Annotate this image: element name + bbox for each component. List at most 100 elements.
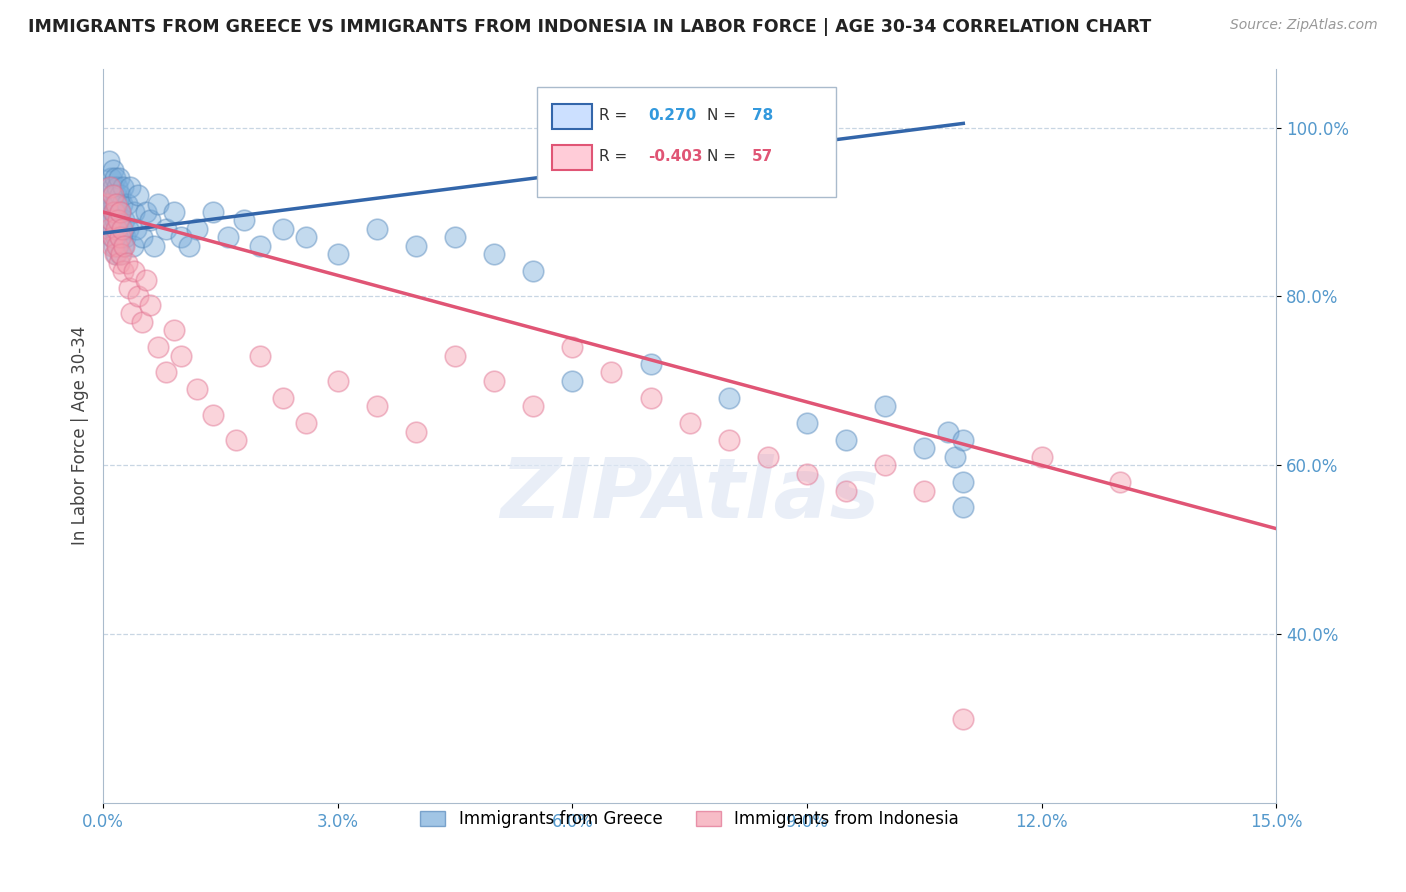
Point xyxy=(105,196,128,211)
Point xyxy=(135,272,157,286)
Point xyxy=(105,222,128,236)
Point xyxy=(678,416,700,430)
Point xyxy=(103,239,125,253)
Point xyxy=(875,399,897,413)
Point xyxy=(104,213,127,227)
Point xyxy=(232,213,254,227)
Point xyxy=(97,222,120,236)
Point xyxy=(945,450,967,464)
Point xyxy=(952,500,974,515)
Point xyxy=(107,239,129,253)
Point xyxy=(115,196,138,211)
Point xyxy=(110,205,132,219)
Point xyxy=(952,712,974,726)
Point xyxy=(100,239,122,253)
Point xyxy=(366,222,388,236)
Point xyxy=(482,247,505,261)
Point xyxy=(912,442,935,456)
Point xyxy=(107,196,129,211)
Point xyxy=(201,205,224,219)
Point xyxy=(108,188,131,202)
Y-axis label: In Labor Force | Age 30-34: In Labor Force | Age 30-34 xyxy=(72,326,89,545)
Point xyxy=(98,222,121,236)
Point xyxy=(111,239,134,253)
Text: N =: N = xyxy=(707,108,741,123)
Point xyxy=(146,340,169,354)
Point xyxy=(271,222,294,236)
Point xyxy=(98,179,121,194)
Point xyxy=(112,213,135,227)
Point xyxy=(110,247,132,261)
Point xyxy=(103,230,125,244)
Point xyxy=(796,416,818,430)
Point xyxy=(143,239,166,253)
Point xyxy=(98,196,121,211)
Point xyxy=(104,222,127,236)
Point xyxy=(131,315,153,329)
Point xyxy=(952,475,974,490)
FancyBboxPatch shape xyxy=(537,87,837,197)
Point xyxy=(139,298,162,312)
Point xyxy=(139,213,162,227)
Point xyxy=(326,247,349,261)
Legend: Immigrants from Greece, Immigrants from Indonesia: Immigrants from Greece, Immigrants from … xyxy=(413,804,966,835)
Point xyxy=(101,188,124,202)
Point xyxy=(561,374,583,388)
Point xyxy=(127,289,149,303)
Point xyxy=(125,222,148,236)
Point xyxy=(104,247,127,261)
Point xyxy=(108,230,131,244)
Point xyxy=(111,222,134,236)
Text: N =: N = xyxy=(707,149,741,164)
Point xyxy=(444,230,467,244)
Text: 0.270: 0.270 xyxy=(648,108,697,123)
Point xyxy=(97,179,120,194)
Point xyxy=(135,205,157,219)
Point xyxy=(249,349,271,363)
Point xyxy=(108,230,131,244)
Point xyxy=(405,239,427,253)
Point xyxy=(115,255,138,269)
Point xyxy=(405,425,427,439)
Point xyxy=(110,205,132,219)
Point xyxy=(835,433,858,447)
Point xyxy=(104,188,127,202)
Point xyxy=(640,391,662,405)
Point xyxy=(100,213,122,227)
Point xyxy=(97,154,120,169)
Point xyxy=(952,433,974,447)
Point xyxy=(600,366,623,380)
Point xyxy=(103,205,125,219)
Point xyxy=(912,483,935,498)
Point xyxy=(120,179,142,194)
Point xyxy=(104,230,127,244)
Point xyxy=(101,205,124,219)
Point xyxy=(104,171,127,186)
Point xyxy=(96,205,118,219)
Point xyxy=(326,374,349,388)
Text: Source: ZipAtlas.com: Source: ZipAtlas.com xyxy=(1230,18,1378,32)
Point xyxy=(100,188,122,202)
Point xyxy=(112,179,135,194)
Point xyxy=(271,391,294,405)
FancyBboxPatch shape xyxy=(553,103,592,128)
Point xyxy=(522,399,544,413)
Point xyxy=(103,179,125,194)
Point xyxy=(295,230,318,244)
Point xyxy=(170,230,193,244)
Point xyxy=(717,433,740,447)
Point xyxy=(162,205,184,219)
Point xyxy=(482,374,505,388)
Point xyxy=(107,255,129,269)
Point xyxy=(105,205,128,219)
Point xyxy=(110,222,132,236)
Point xyxy=(186,222,208,236)
Point xyxy=(444,349,467,363)
Point xyxy=(107,213,129,227)
Point xyxy=(110,247,132,261)
Point xyxy=(131,230,153,244)
Point xyxy=(522,264,544,278)
Point xyxy=(96,196,118,211)
Point xyxy=(117,222,139,236)
Text: 57: 57 xyxy=(752,149,773,164)
